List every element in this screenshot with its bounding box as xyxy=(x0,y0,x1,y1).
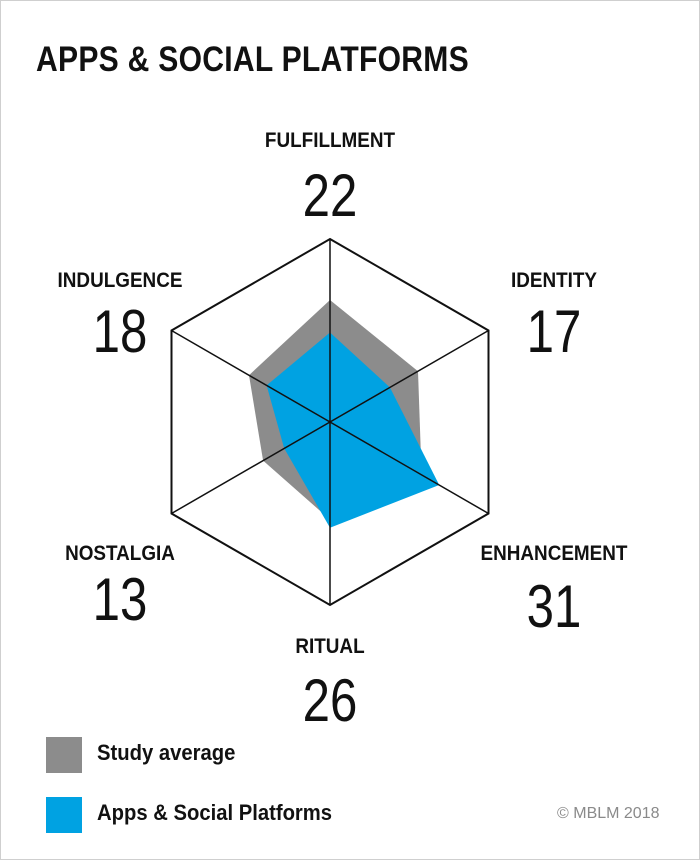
axis-label-ritual: RITUAL xyxy=(295,635,364,658)
axis-value-nostalgia: 13 xyxy=(93,565,148,633)
axis-value-enhancement: 31 xyxy=(527,572,582,640)
radar-spoke-nostalgia xyxy=(171,421,331,515)
legend-label-study-average: Study average xyxy=(97,740,236,765)
radar-spoke-enhancement xyxy=(329,421,489,515)
legend-swatch-apps-social xyxy=(46,797,82,833)
radar-spoke-identity xyxy=(329,329,489,423)
chart-title: APPS & SOCIAL PLATFORMS xyxy=(36,40,469,79)
axis-value-ritual: 26 xyxy=(303,666,358,734)
axis-value-fulfillment: 22 xyxy=(303,161,358,229)
radar-spoke-indulgence xyxy=(171,329,331,423)
axis-value-identity: 17 xyxy=(527,297,582,365)
axis-label-enhancement: ENHANCEMENT xyxy=(481,542,628,565)
copyright-credit: © MBLM 2018 xyxy=(557,805,660,822)
axis-label-indulgence: INDULGENCE xyxy=(58,269,183,292)
axis-label-fulfillment: FULFILLMENT xyxy=(265,129,395,152)
axis-label-nostalgia: NOSTALGIA xyxy=(65,542,175,565)
axis-label-identity: IDENTITY xyxy=(511,269,597,292)
axis-value-indulgence: 18 xyxy=(93,297,148,365)
legend-swatch-study-average xyxy=(46,737,82,773)
series-area-apps-social-platforms xyxy=(266,332,440,528)
legend-label-apps-social: Apps & Social Platforms xyxy=(97,800,333,825)
